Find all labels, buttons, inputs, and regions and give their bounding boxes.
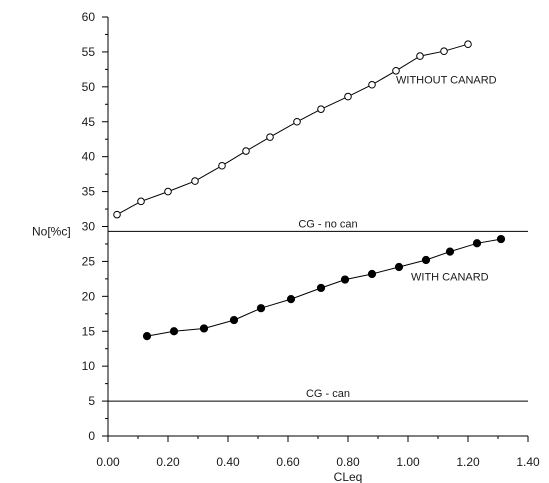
data-point <box>340 275 350 284</box>
y-tick-label: 10 <box>82 359 96 373</box>
x-tick-label: 0.20 <box>156 455 180 469</box>
y-tick-label: 30 <box>82 220 96 234</box>
data-point <box>191 177 199 185</box>
y-tick-label: 60 <box>82 10 96 24</box>
x-tick-label: 0.40 <box>216 455 240 469</box>
y-tick-label: 0 <box>88 429 95 443</box>
data-point <box>316 283 326 293</box>
data-point <box>445 247 455 256</box>
data-point <box>256 304 266 313</box>
data-point <box>368 80 376 89</box>
series-annotation: WITHOUT CANARD <box>396 74 497 86</box>
y-tick-label: 50 <box>82 80 96 94</box>
x-tick-label: 1.00 <box>396 455 420 469</box>
data-point <box>266 133 274 141</box>
x-axis-ticks: 0.00 0.20 0.40 0.60 0.80 1.00 1.20 1.40 <box>96 436 540 469</box>
series-2 <box>142 234 506 341</box>
data-point <box>242 147 250 155</box>
data-point <box>367 269 377 279</box>
data-point <box>164 187 172 196</box>
data-point <box>344 92 352 101</box>
series-layer <box>113 40 506 341</box>
data-point <box>394 262 404 272</box>
cg-reference-label: CG - no can <box>298 218 357 230</box>
data-point <box>286 295 296 304</box>
y-tick-label: 5 <box>88 394 95 408</box>
data-point <box>218 161 226 170</box>
data-point <box>440 47 448 56</box>
series-line <box>146 238 502 337</box>
data-point <box>137 197 145 206</box>
y-tick-label: 15 <box>82 324 96 338</box>
data-point <box>416 52 424 60</box>
data-point <box>472 239 482 248</box>
y-tick-label: 55 <box>82 45 96 59</box>
reference-lines: CG - no can CG - can <box>108 218 528 402</box>
series-1 <box>113 40 472 219</box>
data-point <box>392 66 400 75</box>
x-tick-label: 0.00 <box>96 455 120 469</box>
cg-reference-label: CG - can <box>306 388 350 400</box>
data-point <box>496 234 506 244</box>
data-point <box>317 105 325 113</box>
x-tick-label: 0.80 <box>336 455 360 469</box>
data-point <box>169 327 179 336</box>
x-axis-label: CLeq <box>334 470 363 483</box>
data-point <box>142 332 152 341</box>
y-axis-label: No[%c] <box>32 224 71 238</box>
x-tick-label: 1.20 <box>456 455 480 469</box>
y-tick-label: 45 <box>82 115 96 129</box>
data-point <box>464 40 472 49</box>
y-tick-label: 35 <box>82 185 96 199</box>
y-tick-label: 20 <box>82 289 96 303</box>
data-point <box>229 315 239 325</box>
x-tick-label: 0.60 <box>276 455 300 469</box>
series-annotation: WITH CANARD <box>411 271 489 283</box>
y-axis-ticks: 0 5 10 15 20 25 30 35 40 45 50 55 60 <box>82 10 108 443</box>
data-point <box>421 255 431 265</box>
y-tick-label: 25 <box>82 254 96 268</box>
data-point <box>113 210 121 219</box>
data-point <box>199 324 209 333</box>
y-tick-label: 40 <box>82 150 96 164</box>
data-point <box>293 117 301 126</box>
x-tick-label: 1.40 <box>516 455 540 469</box>
annotations: WITHOUT CANARD WITH CANARD <box>396 74 497 283</box>
